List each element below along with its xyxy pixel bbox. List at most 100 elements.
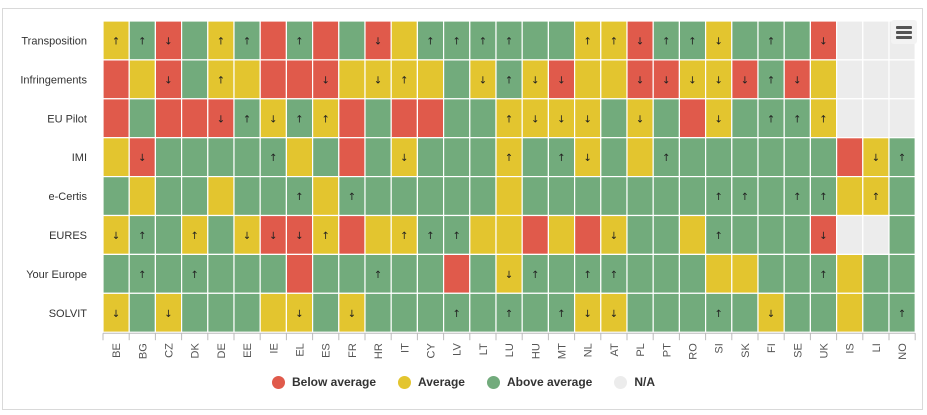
heatmap-cell[interactable]	[443, 292, 471, 333]
heatmap-cell[interactable]	[338, 292, 366, 333]
heatmap-cell[interactable]	[312, 253, 340, 294]
heatmap-cell[interactable]	[573, 292, 602, 333]
heatmap-cell[interactable]	[338, 59, 366, 100]
heatmap-cell[interactable]	[626, 292, 654, 333]
heatmap-cell[interactable]	[626, 137, 654, 178]
heatmap-cell[interactable]	[495, 214, 523, 256]
heatmap-cell[interactable]	[259, 214, 288, 256]
heatmap-cell[interactable]	[678, 20, 707, 61]
heatmap-cell[interactable]	[181, 292, 209, 333]
heatmap-cell[interactable]	[835, 214, 864, 256]
heatmap-cell[interactable]	[757, 214, 785, 256]
heatmap-cell[interactable]	[835, 98, 864, 139]
heatmap-cell[interactable]	[154, 214, 183, 256]
heatmap-cell[interactable]	[678, 98, 707, 139]
heatmap-cell[interactable]	[652, 253, 681, 294]
heatmap-cell[interactable]	[364, 292, 392, 333]
heatmap-cell[interactable]	[469, 253, 497, 294]
heatmap-cell[interactable]	[600, 253, 628, 294]
heatmap-cell[interactable]	[416, 176, 445, 217]
heatmap-cell[interactable]	[390, 292, 419, 333]
heatmap-cell[interactable]	[600, 20, 628, 61]
heatmap-cell[interactable]	[731, 137, 759, 178]
heatmap-cell[interactable]	[521, 176, 550, 217]
heatmap-cell[interactable]	[783, 214, 812, 256]
heatmap-cell[interactable]	[154, 176, 183, 217]
heatmap-cell[interactable]	[731, 253, 759, 294]
heatmap-cell[interactable]	[364, 20, 392, 61]
heatmap-cell[interactable]	[102, 214, 130, 256]
heatmap-cell[interactable]	[704, 253, 733, 294]
heatmap-cell[interactable]	[783, 98, 812, 139]
heatmap-cell[interactable]	[757, 137, 785, 178]
heatmap-cell[interactable]	[521, 59, 550, 100]
heatmap-cell[interactable]	[154, 137, 183, 178]
heatmap-cell[interactable]	[154, 253, 183, 294]
heatmap-cell[interactable]	[259, 59, 288, 100]
heatmap-cell[interactable]	[731, 98, 759, 139]
heatmap-cell[interactable]	[128, 253, 156, 294]
heatmap-cell[interactable]	[259, 20, 288, 61]
heatmap-cell[interactable]	[416, 59, 445, 100]
heatmap-cell[interactable]	[128, 214, 156, 256]
heatmap-cell[interactable]	[102, 292, 130, 333]
heatmap-cell[interactable]	[443, 253, 471, 294]
heatmap-cell[interactable]	[888, 176, 916, 217]
heatmap-cell[interactable]	[600, 137, 628, 178]
heatmap-cell[interactable]	[312, 292, 340, 333]
heatmap-cell[interactable]	[835, 176, 864, 217]
heatmap-cell[interactable]	[285, 253, 314, 294]
heatmap-cell[interactable]	[547, 292, 576, 333]
heatmap-cell[interactable]	[416, 137, 445, 178]
heatmap-cell[interactable]	[573, 59, 602, 100]
heatmap-cell[interactable]	[495, 20, 523, 61]
heatmap-cell[interactable]	[521, 214, 550, 256]
heatmap-cell[interactable]	[312, 214, 340, 256]
heatmap-cell[interactable]	[285, 176, 314, 217]
heatmap-cell[interactable]	[600, 214, 628, 256]
heatmap-cell[interactable]	[704, 214, 733, 256]
heatmap-cell[interactable]	[835, 20, 864, 61]
heatmap-cell[interactable]	[469, 292, 497, 333]
heatmap-cell[interactable]	[521, 20, 550, 61]
legend-item-below[interactable]: Below average	[271, 375, 376, 389]
heatmap-cell[interactable]	[626, 59, 654, 100]
heatmap-cell[interactable]	[390, 176, 419, 217]
heatmap-cell[interactable]	[626, 176, 654, 217]
heatmap-cell[interactable]	[757, 253, 785, 294]
heatmap-cell[interactable]	[547, 137, 576, 178]
heatmap-cell[interactable]	[862, 59, 890, 100]
heatmap-cell[interactable]	[495, 176, 523, 217]
heatmap-cell[interactable]	[809, 20, 838, 61]
heatmap-cell[interactable]	[862, 20, 890, 61]
heatmap-cell[interactable]	[285, 137, 314, 178]
heatmap-cell[interactable]	[704, 292, 733, 333]
heatmap-cell[interactable]	[233, 292, 261, 333]
heatmap-cell[interactable]	[102, 137, 130, 178]
heatmap-cell[interactable]	[390, 214, 419, 256]
heatmap-cell[interactable]	[731, 176, 759, 217]
heatmap-cell[interactable]	[600, 59, 628, 100]
heatmap-cell[interactable]	[181, 20, 209, 61]
heatmap-cell[interactable]	[547, 176, 576, 217]
heatmap-cell[interactable]	[862, 137, 890, 178]
heatmap-cell[interactable]	[809, 59, 838, 100]
heatmap-cell[interactable]	[128, 59, 156, 100]
heatmap-cell[interactable]	[809, 98, 838, 139]
heatmap-cell[interactable]	[181, 59, 209, 100]
heatmap-cell[interactable]	[233, 176, 261, 217]
heatmap-cell[interactable]	[783, 137, 812, 178]
heatmap-cell[interactable]	[338, 253, 366, 294]
heatmap-cell[interactable]	[364, 176, 392, 217]
heatmap-cell[interactable]	[783, 292, 812, 333]
heatmap-cell[interactable]	[678, 176, 707, 217]
heatmap-cell[interactable]	[888, 98, 916, 139]
heatmap-cell[interactable]	[338, 98, 366, 139]
heatmap-cell[interactable]	[443, 176, 471, 217]
heatmap-cell[interactable]	[521, 137, 550, 178]
heatmap-cell[interactable]	[207, 214, 235, 256]
heatmap-cell[interactable]	[259, 176, 288, 217]
heatmap-cell[interactable]	[364, 137, 392, 178]
heatmap-cell[interactable]	[495, 292, 523, 333]
heatmap-cell[interactable]	[443, 59, 471, 100]
